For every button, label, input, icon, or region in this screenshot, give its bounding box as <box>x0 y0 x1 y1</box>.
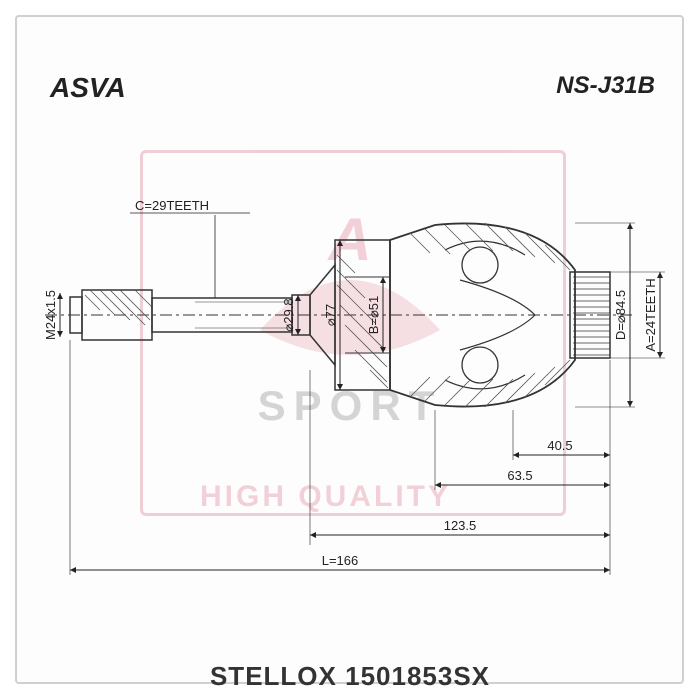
dim-l166: L=166 <box>322 553 359 568</box>
dim-635: 63.5 <box>507 468 532 483</box>
dim-teeth-c: C=29TEETH <box>135 198 209 213</box>
dim-b51: B=⌀51 <box>366 296 381 335</box>
dim-405: 40.5 <box>547 438 572 453</box>
footer-brand-code: 1501853SX <box>345 661 490 691</box>
footer-brand: STELLOX 1501853SX <box>0 661 700 692</box>
footer-brand-name: STELLOX <box>210 661 337 691</box>
dim-d845: D=⌀84.5 <box>613 290 628 340</box>
dim-77: ⌀77 <box>323 304 338 326</box>
dim-1235: 123.5 <box>444 518 477 533</box>
dim-a24: A=24TEETH <box>643 278 658 351</box>
dim-298: ⌀29.8 <box>281 298 296 331</box>
technical-drawing: M24x1.5 C=29TEETH ⌀29.8 ⌀77 B=⌀51 D=⌀84.… <box>15 15 680 680</box>
dim-thread: M24x1.5 <box>43 290 58 340</box>
